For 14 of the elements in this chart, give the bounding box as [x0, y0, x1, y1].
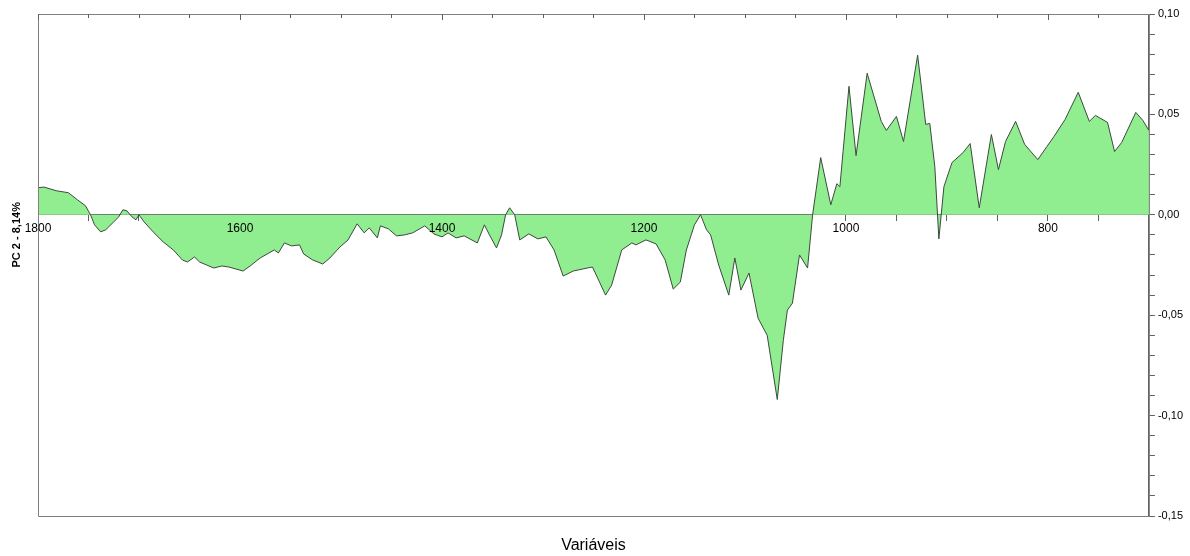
y-tick-label: -0,05 — [1157, 308, 1184, 321]
y-tick-label: 0,00 — [1157, 207, 1180, 220]
x-tick-label: 1200 — [630, 221, 658, 236]
x-tick-label: 1400 — [428, 221, 456, 236]
x-tick-label: 1000 — [832, 221, 860, 236]
x-tick-label: 1800 — [24, 221, 52, 236]
y-axis-title: PC 2 - 8,14% — [10, 201, 23, 268]
x-tick-label: 1600 — [226, 221, 254, 236]
y-tick-label: 0,05 — [1157, 107, 1180, 120]
x-tick-label: 800 — [1037, 221, 1059, 236]
y-tick-label: -0,15 — [1157, 509, 1184, 522]
y-tick-label: 0,10 — [1157, 7, 1180, 20]
y-tick-label: -0,10 — [1157, 408, 1184, 421]
x-axis-title: Variáveis — [561, 536, 626, 554]
